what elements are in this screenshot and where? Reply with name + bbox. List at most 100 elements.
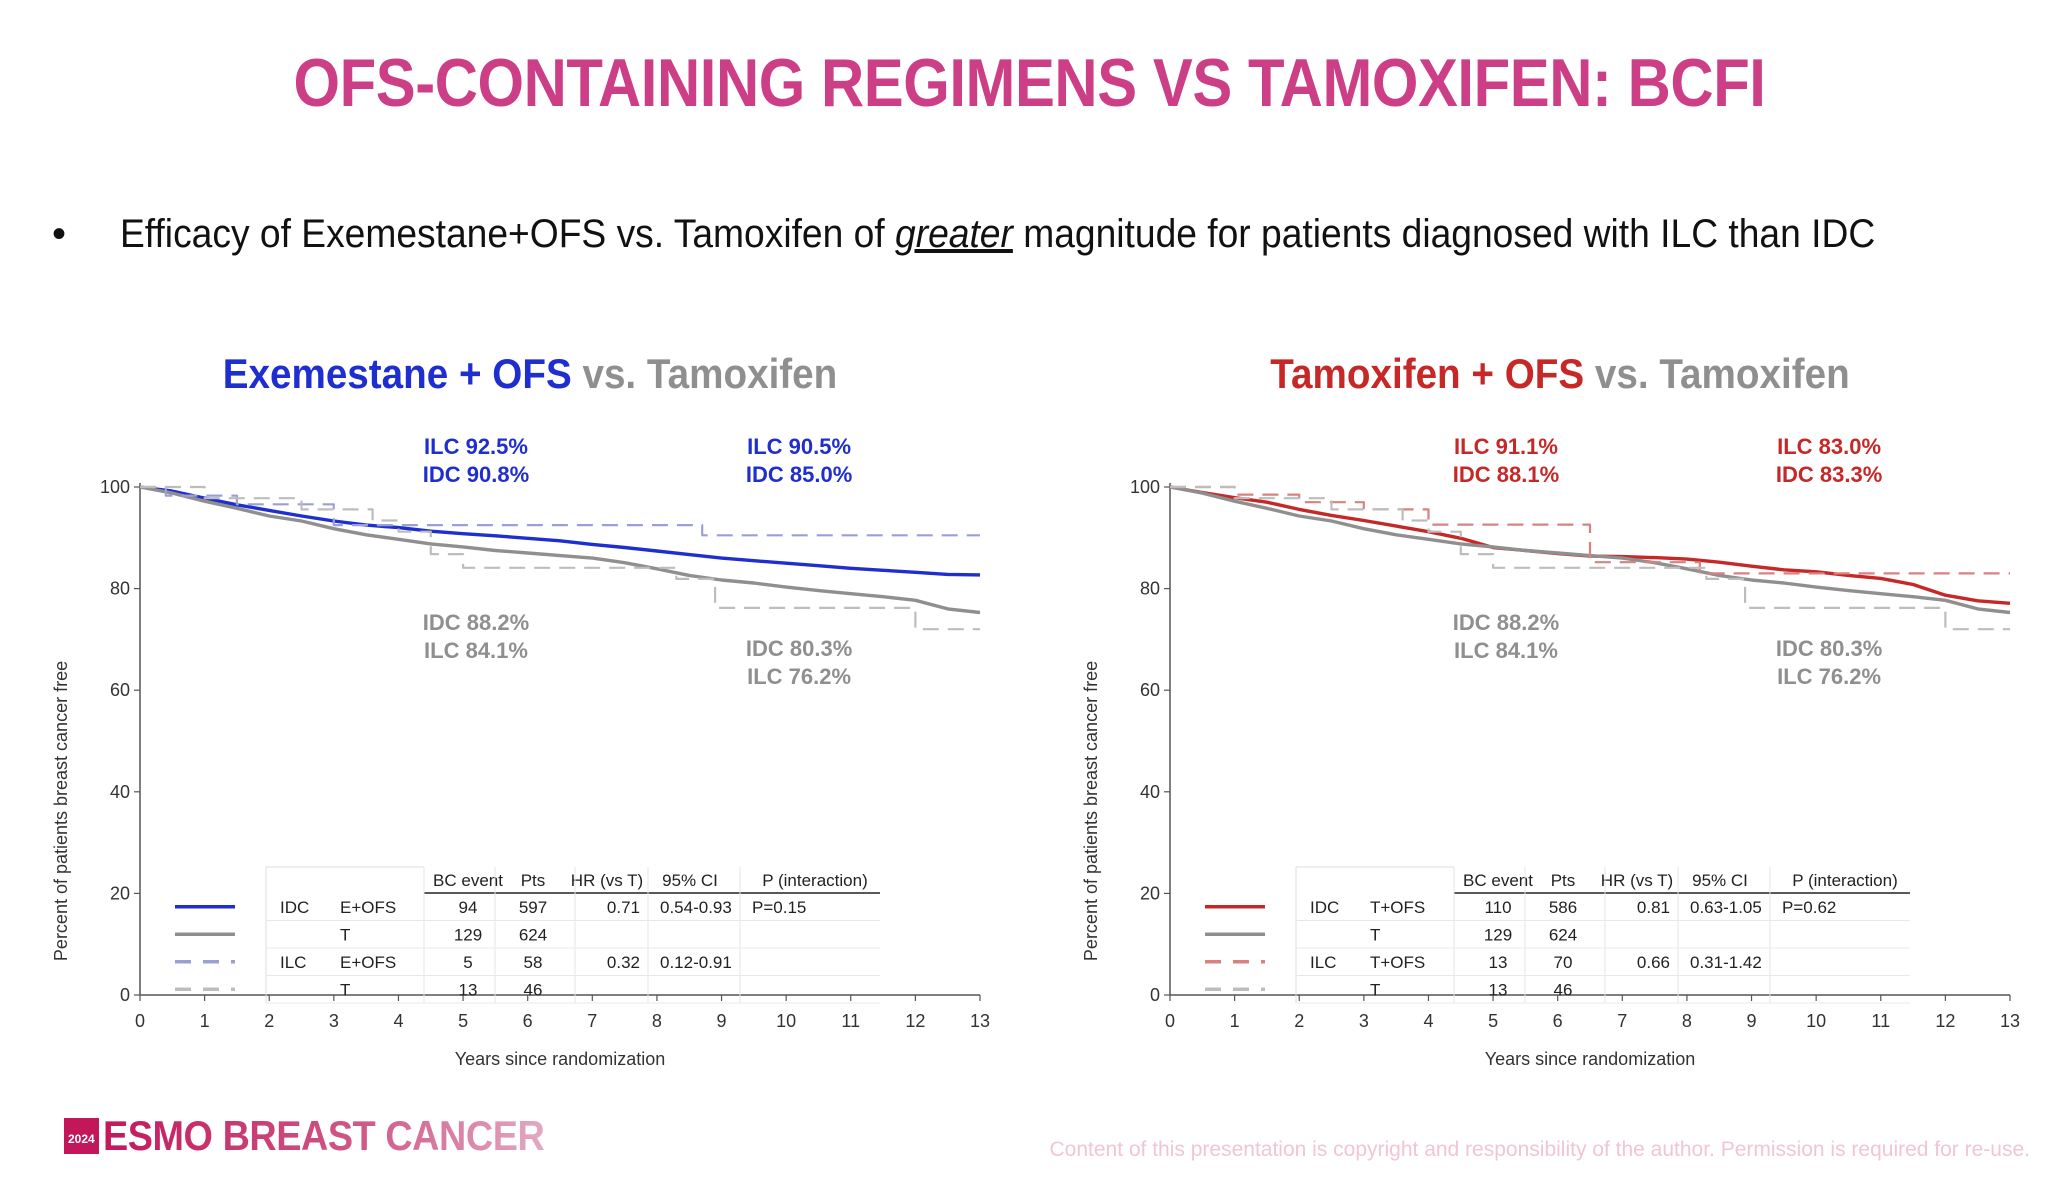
table-header-cell: BC event <box>1463 871 1533 890</box>
bullet-point: • Efficacy of Exemestane+OFS vs. Tamoxife… <box>52 212 2012 257</box>
slide-title: OFS-CONTAINING REGIMENS VS TAMOXIFEN: BC… <box>293 45 1766 121</box>
table-cell: T <box>1370 980 1380 999</box>
y-tick-label: 100 <box>100 477 130 497</box>
table-header-cell: 95% CI <box>1692 871 1748 890</box>
annotation-5y-idc-tamoxifen: IDC 88.2% <box>423 610 529 635</box>
table-cell: 129 <box>1484 925 1512 944</box>
table-cell: 0.66 <box>1637 953 1670 972</box>
y-tick-label: 60 <box>1140 680 1160 700</box>
y-axis-label: Percent of patients breast cancer free <box>1081 661 1101 961</box>
table-cell: T+OFS <box>1370 953 1425 972</box>
annotation-5y-ilc-tamoxifen: ILC 84.1% <box>1454 638 1558 663</box>
y-tick-label: 100 <box>1130 477 1160 497</box>
y-tick-label: 60 <box>110 680 130 700</box>
table-cell: 0.54-0.93 <box>660 898 732 917</box>
x-tick-label: 11 <box>1871 1011 1890 1031</box>
table-cell: T <box>340 925 350 944</box>
x-tick-label: 10 <box>1806 1011 1826 1031</box>
table-cell: P=0.62 <box>1782 898 1836 917</box>
logo-text: ESMO BREAST CANCER <box>102 1112 545 1159</box>
x-tick-label: 13 <box>2000 1011 2020 1031</box>
table-cell: 13 <box>1489 953 1508 972</box>
right-panel-title-comparator: vs. Tamoxifen <box>1584 350 1850 397</box>
table-cell: 586 <box>1549 898 1577 917</box>
annotation-10y-ilc-treatment: ILC 90.5% <box>747 434 851 459</box>
table-cell: 0.32 <box>607 953 640 972</box>
x-tick-label: 4 <box>1423 1011 1433 1031</box>
table-header-cell: BC event <box>433 871 503 890</box>
x-tick-label: 0 <box>1165 1011 1175 1031</box>
table-cell: IDC <box>280 898 309 917</box>
table-cell: 94 <box>459 898 478 917</box>
x-tick-label: 1 <box>200 1011 210 1031</box>
table-cell: 0.71 <box>607 898 640 917</box>
bullet-text-emphasis: greater <box>895 212 1013 256</box>
table-header-cell: HR (vs T) <box>571 871 643 890</box>
x-tick-label: 11 <box>841 1011 860 1031</box>
x-tick-label: 7 <box>587 1011 597 1031</box>
table-cell: 70 <box>1554 953 1573 972</box>
annotation-5y-idc-treatment: IDC 90.8% <box>423 462 529 487</box>
annotation-10y-idc-treatment: IDC 85.0% <box>746 462 852 487</box>
x-tick-label: 6 <box>523 1011 533 1031</box>
table-cell: T+OFS <box>1370 898 1425 917</box>
annotation-5y-idc-tamoxifen: IDC 88.2% <box>1453 610 1559 635</box>
y-tick-label: 80 <box>110 579 130 599</box>
table-cell: 624 <box>519 925 547 944</box>
x-axis-label: Years since randomization <box>1485 1049 1695 1069</box>
y-tick-label: 80 <box>1140 579 1160 599</box>
km-curve-idc-trt <box>139 485 981 577</box>
table-header-cell: Pts <box>521 871 546 890</box>
annotation-10y-idc-treatment: IDC 83.3% <box>1776 462 1882 487</box>
table-cell: IDC <box>1310 898 1339 917</box>
table-cell: 46 <box>524 980 543 999</box>
annotation-10y-idc-tamoxifen: IDC 80.3% <box>746 636 852 661</box>
y-tick-label: 20 <box>1140 883 1160 903</box>
left-panel-title-treatment: Exemestane + OFS <box>222 350 572 397</box>
x-tick-label: 0 <box>135 1011 145 1031</box>
table-header-cell: P (interaction) <box>1792 871 1898 890</box>
bullet-marker: • <box>52 212 67 256</box>
x-tick-label: 8 <box>652 1011 662 1031</box>
table-cell: ILC <box>1310 953 1336 972</box>
logo-year-badge: 2024 <box>64 1118 99 1154</box>
x-tick-label: 12 <box>1935 1011 1955 1031</box>
bullet-text-pre: Efficacy of Exemestane+OFS vs. Tamoxifen… <box>120 212 896 256</box>
table-cell: 0.63-1.05 <box>1690 898 1762 917</box>
table-cell: 624 <box>1549 925 1577 944</box>
y-tick-label: 0 <box>120 985 130 1005</box>
x-axis-label: Years since randomization <box>455 1049 665 1069</box>
annotation-10y-idc-tamoxifen: IDC 80.3% <box>1776 636 1882 661</box>
y-tick-label: 20 <box>110 883 130 903</box>
copyright-note: Content of this presentation is copyrigh… <box>1049 1138 2030 1161</box>
annotation-5y-ilc-treatment: ILC 91.1% <box>1454 434 1558 459</box>
x-tick-label: 6 <box>1553 1011 1563 1031</box>
annotation-5y-ilc-tamoxifen: ILC 84.1% <box>424 638 528 663</box>
annotation-5y-idc-treatment: IDC 88.1% <box>1453 462 1559 487</box>
right-panel-title-treatment: Tamoxifen + OFS <box>1270 350 1585 397</box>
x-tick-label: 10 <box>776 1011 796 1031</box>
annotation-10y-ilc-treatment: ILC 83.0% <box>1777 434 1881 459</box>
x-tick-label: 12 <box>905 1011 925 1031</box>
table-cell: 0.12-0.91 <box>660 953 732 972</box>
y-axis-label: Percent of patients breast cancer free <box>51 661 71 961</box>
left-panel-title: Exemestane + OFS vs. Tamoxifen <box>153 350 907 398</box>
table-cell: 597 <box>519 898 547 917</box>
x-tick-label: 7 <box>1617 1011 1627 1031</box>
table-cell: 46 <box>1554 980 1573 999</box>
table-cell: 13 <box>1489 980 1508 999</box>
x-tick-label: 5 <box>1488 1011 1498 1031</box>
y-tick-label: 0 <box>1150 985 1160 1005</box>
table-cell: ILC <box>280 953 306 972</box>
table-cell: E+OFS <box>340 898 396 917</box>
table-cell: T <box>1370 925 1380 944</box>
right-panel-title: Tamoxifen + OFS vs. Tamoxifen <box>1183 350 1937 398</box>
table-cell: 13 <box>459 980 478 999</box>
y-tick-label: 40 <box>1140 782 1160 802</box>
y-tick-label: 40 <box>110 782 130 802</box>
table-cell: 58 <box>524 953 543 972</box>
table-cell: 0.81 <box>1637 898 1670 917</box>
x-tick-label: 9 <box>717 1011 727 1031</box>
bullet-text-post: magnitude for patients diagnosed with IL… <box>1012 212 1876 256</box>
